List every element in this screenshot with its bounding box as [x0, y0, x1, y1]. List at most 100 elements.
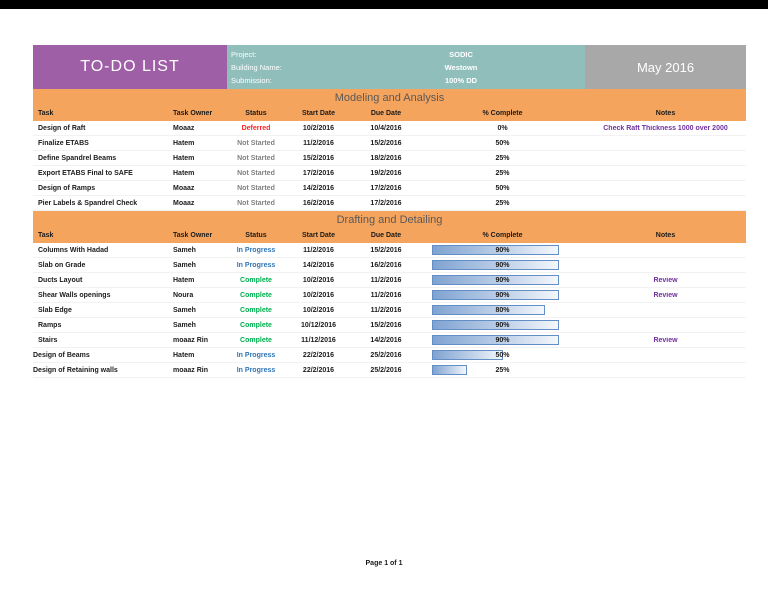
- due-date-cell: 25/2/2016: [370, 366, 402, 374]
- table-row: Ramps Sameh Complete 10/12/2016 15/2/2016 90%: [33, 318, 746, 333]
- project-info-panel: Project: SODIC Building Name: Westown Su…: [227, 45, 585, 89]
- status-cell: In Progress: [236, 246, 276, 254]
- project-label: Project:: [231, 50, 257, 59]
- column-header: Notes: [655, 232, 676, 239]
- start-date-cell: 10/2/2016: [302, 306, 335, 314]
- task-cell: Design of Ramps: [38, 184, 96, 192]
- start-date-cell: 10/2/2016: [302, 276, 335, 284]
- task-cell: Shear Walls openings: [38, 291, 111, 299]
- percent-label: 50%: [495, 351, 510, 359]
- start-date-cell: 17/2/2016: [302, 169, 335, 177]
- start-date-cell: 10/12/2016: [300, 321, 337, 329]
- percent-label: 50%: [495, 184, 510, 192]
- column-header: % Complete: [482, 232, 523, 239]
- start-date-cell: 10/2/2016: [302, 291, 335, 299]
- task-cell: Columns With Hadad: [38, 246, 109, 254]
- percent-cell: 90%: [420, 288, 585, 302]
- notes-cell: Review: [653, 276, 678, 284]
- due-date-cell: 11/2/2016: [370, 276, 402, 284]
- progress-bar: [432, 260, 559, 270]
- section-title-band: Drafting and Detailing: [33, 211, 746, 228]
- column-header: Task: [38, 110, 54, 117]
- table-row: Pier Labels & Spandrel Check Moaaz Not Sta…: [33, 196, 746, 211]
- percent-cell: 90%: [420, 243, 585, 257]
- progress-bar: [432, 275, 559, 285]
- column-header: Start Date: [301, 232, 336, 239]
- status-cell: In Progress: [236, 351, 276, 359]
- table-row: Slab Edge Sameh Complete 10/2/2016 11/2/2016…: [33, 303, 746, 318]
- percent-label: 25%: [495, 366, 510, 374]
- percent-cell: 50%: [420, 348, 585, 362]
- page-footer: Page 1 of 1: [365, 560, 403, 567]
- table-row: Define Spandrel Beams Hatem Not Started 15/…: [33, 151, 746, 166]
- owner-cell: Sameh: [173, 246, 196, 254]
- percent-label: 50%: [495, 139, 510, 147]
- due-date-cell: 11/2/2016: [370, 291, 402, 299]
- status-cell: In Progress: [236, 261, 276, 269]
- header-block: TO-DO LIST Project: SODIC Building Name:…: [33, 45, 746, 89]
- start-date-cell: 11/2/2016: [303, 246, 334, 254]
- status-cell: Not Started: [237, 199, 275, 207]
- percent-label: 25%: [495, 169, 510, 177]
- task-cell: Design of Retaining walls: [33, 366, 118, 374]
- progress-bar: [432, 320, 559, 330]
- submission-value: 100% DD: [444, 76, 478, 85]
- owner-cell: moaaz Rin: [173, 336, 209, 344]
- due-date-cell: 16/2/2016: [370, 261, 402, 269]
- status-cell: Complete: [240, 276, 272, 284]
- notes-cell: Review: [653, 336, 678, 344]
- percent-cell: 90%: [420, 318, 585, 332]
- percent-label: 80%: [495, 306, 510, 314]
- column-header: Due Date: [370, 110, 402, 117]
- percent-label: 90%: [495, 291, 510, 299]
- submission-label: Submission:: [231, 76, 272, 85]
- owner-cell: Moaaz: [173, 124, 195, 132]
- column-header-row: Task Task Owner Status Start Date Due Date % …: [33, 228, 746, 243]
- progress-bar: [432, 365, 468, 375]
- percent-cell: 0%: [420, 121, 585, 135]
- column-header: Task Owner: [173, 110, 213, 117]
- column-header: Task Owner: [173, 232, 213, 239]
- start-date-cell: 22/2/2016: [302, 351, 335, 359]
- due-date-cell: 14/2/2016: [370, 336, 402, 344]
- start-date-cell: 22/2/2016: [302, 366, 335, 374]
- status-cell: In Progress: [236, 366, 276, 374]
- notes-cell: Review: [653, 291, 678, 299]
- sections: Modeling and Analysis Task Task Owner Statu…: [33, 89, 746, 378]
- column-header: Notes: [655, 110, 676, 117]
- building-name-value: Westown: [444, 63, 478, 72]
- owner-cell: Hatem: [173, 169, 195, 177]
- percent-cell: 50%: [420, 181, 585, 195]
- start-date-cell: 14/2/2016: [302, 184, 335, 192]
- percent-label: 25%: [495, 154, 510, 162]
- task-cell: Ramps: [38, 321, 62, 329]
- column-header: Due Date: [370, 232, 402, 239]
- table-row: Stairs moaaz Rin Complete 11/12/2016 14/2/20…: [33, 333, 746, 348]
- percent-label: 0%: [497, 124, 508, 132]
- status-cell: Complete: [240, 336, 272, 344]
- month-label: May 2016: [585, 45, 746, 89]
- table-row: Shear Walls openings Noura Complete 10/2/20…: [33, 288, 746, 303]
- progress-bar: [432, 305, 545, 315]
- task-cell: Design of Raft: [38, 124, 86, 132]
- status-cell: Not Started: [237, 154, 275, 162]
- percent-label: 90%: [495, 321, 510, 329]
- due-date-cell: 11/2/2016: [370, 306, 402, 314]
- progress-bar: [432, 350, 503, 360]
- percent-cell: 90%: [420, 258, 585, 272]
- owner-cell: Hatem: [173, 276, 195, 284]
- task-cell: Stairs: [38, 336, 58, 344]
- table-row: Design of Ramps Moaaz Not Started 14/2/2016…: [33, 181, 746, 196]
- task-cell: Slab on Grade: [38, 261, 86, 269]
- task-cell: Export ETABS Final to SAFE: [38, 169, 133, 177]
- percent-label: 25%: [495, 199, 510, 207]
- table-row: Columns With Hadad Sameh In Progress 11/2/2…: [33, 243, 746, 258]
- due-date-cell: 17/2/2016: [370, 184, 402, 192]
- owner-cell: Hatem: [173, 139, 195, 147]
- table-row: Slab on Grade Sameh In Progress 14/2/2016 16…: [33, 258, 746, 273]
- percent-label: 90%: [495, 261, 510, 269]
- due-date-cell: 17/2/2016: [370, 199, 402, 207]
- table-row: Design of Raft Moaaz Deferred 10/2/2016 10/4…: [33, 121, 746, 136]
- due-date-cell: 15/2/2016: [370, 321, 402, 329]
- column-header: % Complete: [482, 110, 523, 117]
